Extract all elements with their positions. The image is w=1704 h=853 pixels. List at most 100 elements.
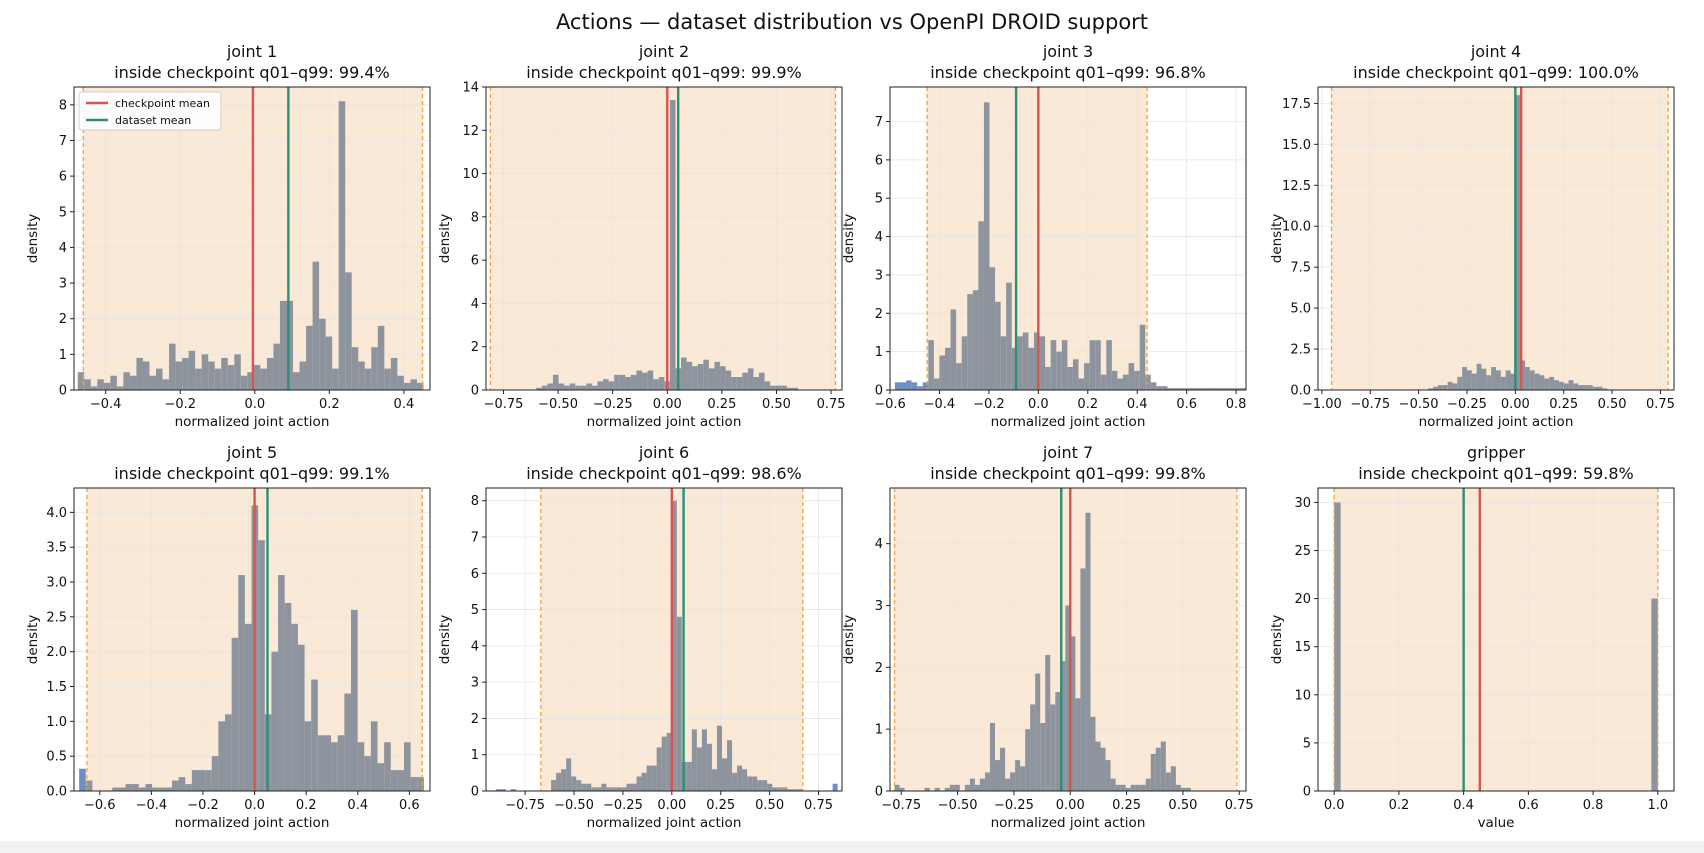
- panel-title: joint 4: [1470, 42, 1521, 61]
- histogram-bar: [118, 787, 126, 791]
- histogram-bar: [591, 385, 598, 390]
- panel-joint-4: −1.00 −0.75 −0.50 −0.25 0.00 0.25 0.50 0.75 0.0 2…: [1269, 42, 1675, 430]
- histogram-bar: [711, 769, 717, 791]
- histogram-bar: [371, 347, 378, 390]
- histogram-bar: [1105, 760, 1111, 791]
- histogram-bar: [198, 770, 206, 791]
- histogram-bar: [1457, 376, 1463, 390]
- histogram-bar: [299, 361, 307, 390]
- histogram-bar: [1462, 367, 1467, 390]
- histogram-bar: [291, 623, 298, 791]
- panel-title: joint 7: [1042, 443, 1093, 462]
- histogram-bar: [1145, 374, 1151, 390]
- histogram-bar: [185, 784, 192, 791]
- x-tick-label: −0.2: [164, 397, 196, 412]
- histogram-bar: [1022, 332, 1029, 390]
- y-tick-label: 10.0: [1282, 220, 1311, 235]
- x-tick-label: −1.00: [1302, 397, 1342, 412]
- histogram-bar: [731, 377, 737, 390]
- histogram-bar: [651, 765, 657, 791]
- histogram-bar: [350, 609, 358, 791]
- panel-joint-1: −0.4 −0.2 0.0 0.2 0.4 0 1 2 3 4 5 6 7 8 joint 1 inside …: [25, 42, 431, 430]
- x-tick-label: 1.0: [1647, 798, 1668, 813]
- y-tick-label: 15: [1294, 640, 1311, 655]
- y-tick-label: 3: [875, 268, 883, 283]
- x-tick-label: −0.25: [1447, 397, 1487, 412]
- histogram-bar: [1184, 388, 1190, 390]
- y-tick-label: 4.0: [46, 506, 67, 521]
- x-tick-label: −0.75: [881, 798, 921, 813]
- y-tick-label: 1: [59, 348, 67, 363]
- support-band: [1334, 488, 1658, 791]
- histogram-bar: [1185, 787, 1191, 791]
- y-tick-label: 1: [875, 723, 883, 738]
- histogram-bar: [1217, 388, 1224, 390]
- histogram-bar: [344, 693, 351, 791]
- histogram-bar: [742, 769, 748, 791]
- x-tick-label: 0.75: [817, 397, 846, 412]
- y-tick-label: 2: [471, 712, 479, 727]
- histogram-bar: [410, 777, 418, 791]
- histogram-bar: [79, 768, 86, 791]
- histogram-bar: [351, 347, 359, 390]
- histogram-bar: [1015, 760, 1021, 791]
- histogram-bar: [759, 372, 765, 390]
- x-axis-label: normalized joint action: [991, 815, 1146, 831]
- histogram-bar: [1128, 363, 1135, 390]
- histogram-bar: [125, 784, 133, 791]
- histogram-bar: [1212, 388, 1218, 390]
- histogram-bar: [156, 368, 163, 390]
- y-tick-label: 6: [59, 170, 67, 185]
- histogram-bar: [271, 651, 279, 791]
- histogram-bar: [338, 101, 346, 390]
- histogram-bar: [614, 374, 620, 390]
- panel-title: joint 5: [226, 443, 277, 462]
- histogram-bar: [85, 780, 93, 791]
- histogram-bar: [201, 354, 209, 390]
- histogram-bar: [1045, 654, 1051, 791]
- y-tick-label: 0: [875, 384, 883, 399]
- y-tick-label: 4: [875, 230, 883, 245]
- histogram-bar: [1095, 340, 1101, 390]
- histogram-bar: [500, 789, 506, 791]
- histogram-bar: [1180, 787, 1186, 791]
- histogram-bar: [1005, 778, 1011, 791]
- histogram-bar: [1155, 747, 1161, 791]
- y-tick-label: 0.0: [46, 785, 67, 800]
- histogram-bar: [561, 769, 567, 791]
- histogram-bar: [591, 787, 597, 791]
- x-tick-label: −0.25: [603, 798, 643, 813]
- histogram-bar: [234, 354, 241, 390]
- y-tick-label: 0.5: [46, 750, 67, 765]
- histogram-bar: [1039, 336, 1046, 390]
- histogram-bar: [169, 343, 176, 390]
- y-tick-label: 15.0: [1282, 138, 1311, 153]
- panel-subtitle: inside checkpoint q01–q99: 100.0%: [1353, 63, 1639, 82]
- histogram-bar: [608, 381, 615, 390]
- x-tick-label: 0.75: [1646, 397, 1675, 412]
- histogram-bar: [1568, 380, 1574, 390]
- histogram-bar: [1173, 388, 1179, 390]
- plot-frame: [73, 487, 431, 792]
- histogram-bar: [556, 772, 562, 791]
- histogram-bar: [260, 368, 267, 390]
- histogram-bar: [721, 758, 728, 791]
- x-tick-label: 0.0: [244, 397, 265, 412]
- y-tick-label: 5: [59, 205, 67, 220]
- histogram-bar: [647, 370, 654, 390]
- panel-subtitle: inside checkpoint q01–q99: 59.8%: [1358, 464, 1634, 483]
- histogram-bar: [720, 366, 726, 390]
- histogram-bar: [1000, 336, 1007, 390]
- histogram-bar: [1135, 784, 1141, 791]
- histogram-bar: [1496, 370, 1501, 390]
- x-tick-label: 0.4: [1127, 397, 1148, 412]
- histogram-bar: [1510, 373, 1516, 390]
- y-axis-label: density: [25, 615, 41, 665]
- histogram-bar: [1334, 502, 1341, 791]
- histogram-bar: [732, 772, 738, 791]
- panel-title: joint 1: [226, 42, 277, 61]
- histogram-bar: [1573, 383, 1579, 390]
- window-bottom-strip: [0, 841, 1704, 853]
- histogram-bar: [658, 377, 665, 390]
